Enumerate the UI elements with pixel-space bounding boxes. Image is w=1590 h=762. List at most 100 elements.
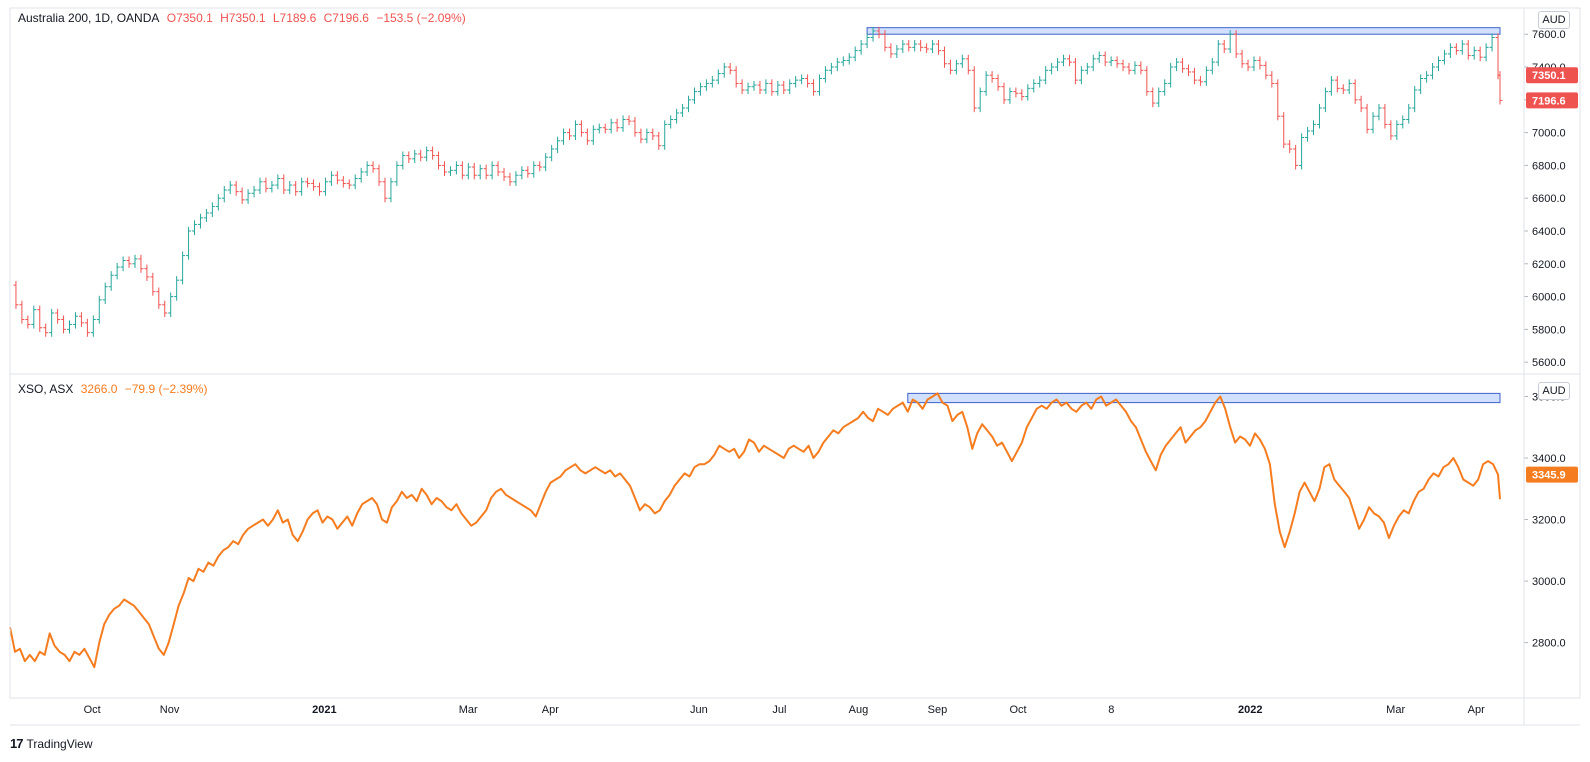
top-currency-button[interactable]: AUD	[1538, 11, 1570, 29]
ohlc-bar	[680, 103, 686, 118]
ohlc-bar	[1269, 71, 1275, 88]
y-tick-label: 6600.0	[1532, 193, 1566, 205]
ohlc-bar	[1316, 103, 1322, 129]
ohlc-bar	[578, 120, 584, 137]
ohlc-bar	[37, 305, 43, 332]
ohlc-bar	[697, 82, 703, 96]
ohlc-bar	[370, 161, 376, 173]
ohlc-bar	[489, 161, 495, 180]
y-tick-label: 2800.0	[1532, 638, 1566, 650]
ohlc-bar	[180, 251, 186, 285]
y-tick-label: 3000.0	[1532, 576, 1566, 588]
ohlc-bar	[1346, 79, 1352, 95]
ohlc-bar	[727, 62, 733, 75]
ohlc-bar	[1197, 76, 1203, 86]
ohlc-bar	[900, 39, 906, 54]
ohlc-bar	[519, 166, 525, 180]
ohlc-bar	[555, 136, 561, 154]
ohlc-bar	[590, 125, 596, 145]
ohlc-bar	[715, 69, 721, 85]
ohlc-bar	[1144, 66, 1150, 96]
ohlc-bar	[1174, 58, 1180, 72]
ohlc-bar	[150, 272, 156, 296]
ohlc-bar	[78, 312, 84, 327]
ohlc-bar	[132, 254, 138, 268]
ohlc-bar	[394, 161, 400, 186]
y-tick-label: 7000.0	[1532, 128, 1566, 140]
ohlc-bar	[787, 79, 793, 95]
ohlc-bar	[1031, 79, 1037, 93]
ohlc-bar	[733, 66, 739, 88]
ohlc-bar	[846, 53, 852, 65]
price-tag-label: 7196.6	[1532, 95, 1566, 107]
ohlc-bar	[328, 171, 334, 186]
y-tick-label: 3400.0	[1532, 453, 1566, 465]
ohlc-bar	[1257, 56, 1263, 70]
ohlc-bar	[918, 39, 924, 52]
ohlc-bar	[561, 128, 567, 145]
resistance-zone	[907, 392, 1501, 404]
ohlc-bar	[745, 82, 751, 95]
ohlc-bar	[352, 174, 358, 190]
ohlc-bar	[781, 80, 787, 95]
ohlc-bar	[1497, 71, 1503, 105]
ohlc-bar	[322, 177, 328, 196]
ohlc-bar	[501, 167, 507, 181]
time-axis-label: Oct	[1009, 704, 1026, 716]
ohlc-bar	[55, 308, 61, 324]
top-symbol-line: Australia 200, 1D, OANDA	[18, 11, 160, 25]
ohlc-bar	[513, 171, 519, 186]
ohlc-bar	[650, 128, 656, 140]
ohlc-bar	[852, 46, 858, 62]
ohlc-bar	[543, 153, 549, 172]
top-high: H7350.1	[220, 11, 266, 25]
ohlc-bar	[834, 58, 840, 72]
ohlc-bar	[888, 43, 894, 59]
bottom-currency-button[interactable]: AUD	[1538, 382, 1570, 400]
y-tick-label: 6200.0	[1532, 259, 1566, 271]
ohlc-bar	[1281, 112, 1287, 149]
ohlc-bar	[126, 256, 132, 268]
ohlc-bar	[549, 144, 555, 162]
ohlc-bar	[1049, 62, 1055, 75]
ohlc-bar	[102, 282, 108, 304]
ohlc-bar	[227, 180, 233, 195]
ohlc-bar	[989, 71, 995, 83]
ohlc-bar	[1311, 120, 1317, 136]
ohlc-bar	[924, 43, 930, 54]
time-axis-label: Apr	[1468, 704, 1485, 716]
ohlc-bar	[156, 287, 162, 309]
ohlc-bar	[13, 281, 19, 309]
ohlc-bar	[525, 166, 531, 178]
ohlc-bar	[739, 79, 745, 95]
ohlc-bar	[1364, 103, 1370, 134]
y-tick-label: 5600.0	[1532, 357, 1566, 369]
bottom-last-value: 3266.0	[80, 382, 118, 396]
tradingview-branding[interactable]: 17 TradingView	[10, 736, 93, 751]
ohlc-bar	[1388, 120, 1394, 140]
ohlc-bar	[1156, 87, 1162, 108]
ohlc-bar	[281, 174, 287, 195]
ohlc-bar	[436, 151, 442, 170]
ohlc-bar	[1275, 79, 1281, 121]
ohlc-bar	[566, 128, 572, 140]
ohlc-bar	[805, 74, 811, 88]
top-low: L7189.6	[272, 11, 317, 25]
top-open: O7350.1	[166, 11, 213, 25]
xso-price-line	[9, 392, 1501, 669]
ohlc-bar	[864, 33, 870, 49]
ohlc-bar	[1483, 43, 1489, 62]
ohlc-bar	[382, 177, 388, 203]
ohlc-bar	[1447, 43, 1453, 59]
ohlc-bar	[620, 115, 626, 132]
top-pane: 7600.07400.07200.07000.06800.06600.06400…	[13, 26, 1578, 369]
ohlc-bar	[632, 117, 638, 137]
price-tag	[1526, 92, 1578, 109]
ohlc-bar	[1287, 139, 1293, 154]
top-change: −153.5 (−2.09%)	[376, 11, 466, 25]
time-axis-label: 8	[1108, 704, 1114, 716]
ohlc-bar	[1471, 46, 1477, 60]
ohlc-bar	[531, 161, 537, 178]
ohlc-bar	[1400, 115, 1406, 129]
